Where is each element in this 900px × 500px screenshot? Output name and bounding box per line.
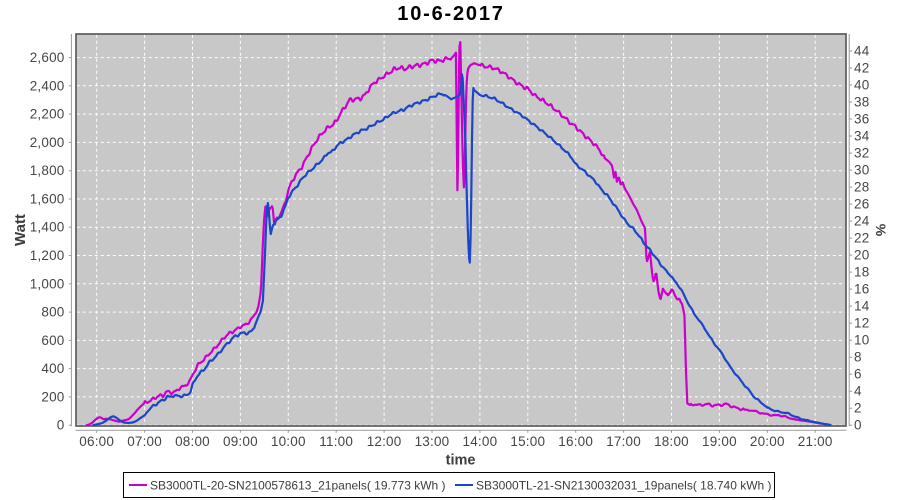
svg-text:16: 16: [854, 282, 869, 297]
svg-text:11:00: 11:00: [319, 434, 353, 449]
svg-text:10: 10: [854, 333, 869, 348]
svg-text:1,800: 1,800: [30, 163, 65, 178]
svg-text:8: 8: [854, 350, 862, 365]
svg-text:40: 40: [854, 78, 869, 93]
svg-text:28: 28: [854, 180, 869, 195]
svg-text:32: 32: [854, 146, 869, 161]
svg-text:18: 18: [854, 265, 869, 280]
svg-text:Watt: Watt: [12, 214, 29, 246]
svg-text:SB3000TL-21-SN2130032031_19pan: SB3000TL-21-SN2130032031_19panels( 18.74…: [476, 479, 772, 493]
svg-text:time: time: [446, 453, 476, 469]
svg-text:2: 2: [854, 401, 862, 416]
svg-text:400: 400: [41, 361, 64, 376]
svg-text:22: 22: [854, 231, 869, 246]
svg-text:SB3000TL-20-SN2100578613_21pan: SB3000TL-20-SN2100578613_21panels( 19.77…: [150, 479, 446, 493]
svg-text:21:00: 21:00: [798, 434, 833, 449]
svg-text:14: 14: [854, 299, 870, 314]
svg-text:1,400: 1,400: [30, 220, 65, 235]
svg-text:08:00: 08:00: [175, 434, 210, 449]
svg-text:10:00: 10:00: [271, 434, 306, 449]
svg-text:12: 12: [854, 316, 869, 331]
svg-text:24: 24: [854, 214, 870, 229]
svg-text:%: %: [873, 224, 889, 237]
svg-text:12:00: 12:00: [367, 434, 402, 449]
svg-text:0: 0: [57, 418, 65, 433]
svg-text:26: 26: [854, 197, 869, 212]
svg-text:09:00: 09:00: [223, 434, 258, 449]
svg-text:36: 36: [854, 112, 869, 127]
svg-text:30: 30: [854, 163, 869, 178]
svg-text:4: 4: [854, 384, 862, 399]
svg-text:42: 42: [854, 61, 869, 76]
svg-text:1,000: 1,000: [30, 276, 65, 291]
svg-text:1,200: 1,200: [30, 248, 65, 263]
svg-text:20:00: 20:00: [750, 434, 785, 449]
svg-text:2,000: 2,000: [30, 135, 65, 150]
svg-text:07:00: 07:00: [127, 434, 162, 449]
svg-text:1,600: 1,600: [30, 192, 65, 207]
svg-text:2,400: 2,400: [30, 78, 65, 93]
svg-text:06:00: 06:00: [79, 434, 114, 449]
svg-text:600: 600: [41, 333, 64, 348]
svg-text:19:00: 19:00: [702, 434, 737, 449]
svg-text:44: 44: [854, 44, 870, 59]
svg-text:20: 20: [854, 248, 869, 263]
svg-text:38: 38: [854, 95, 869, 110]
svg-text:17:00: 17:00: [606, 434, 641, 449]
svg-text:13:00: 13:00: [415, 434, 450, 449]
svg-text:6: 6: [854, 367, 862, 382]
svg-text:14:00: 14:00: [463, 434, 498, 449]
svg-text:800: 800: [41, 305, 64, 320]
svg-text:15:00: 15:00: [510, 434, 545, 449]
svg-text:10-6-2017: 10-6-2017: [397, 3, 504, 25]
svg-text:2,200: 2,200: [30, 107, 65, 122]
svg-text:200: 200: [41, 389, 64, 404]
svg-text:0: 0: [854, 418, 862, 433]
svg-text:16:00: 16:00: [558, 434, 593, 449]
svg-text:18:00: 18:00: [654, 434, 689, 449]
svg-text:2,600: 2,600: [30, 50, 65, 65]
svg-text:34: 34: [854, 129, 870, 144]
